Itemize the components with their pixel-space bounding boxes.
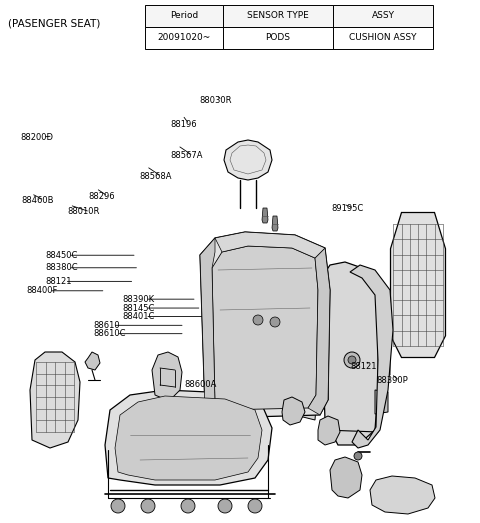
Polygon shape [272,216,278,231]
Polygon shape [370,476,435,514]
Polygon shape [215,232,325,258]
Bar [223,27,333,49]
Circle shape [253,315,263,325]
Polygon shape [224,140,272,180]
Text: SENSOR TYPE: SENSOR TYPE [247,12,309,20]
Text: 88400F: 88400F [26,286,58,295]
Text: 88200D: 88200D [20,132,53,142]
Bar [333,27,433,49]
Polygon shape [200,232,330,418]
Text: 88401C: 88401C [122,312,155,321]
Polygon shape [262,208,268,223]
Circle shape [344,352,360,368]
Polygon shape [320,262,380,445]
Text: 88610C: 88610C [94,329,126,338]
Text: 88121: 88121 [46,277,72,286]
Text: 88390P: 88390P [377,376,408,385]
Polygon shape [85,352,100,370]
Text: 20091020~: 20091020~ [157,33,211,42]
Text: 88121: 88121 [350,361,377,371]
Polygon shape [152,352,182,398]
Polygon shape [391,212,445,358]
Circle shape [181,499,195,513]
Polygon shape [212,246,318,410]
Text: 88296: 88296 [89,191,115,201]
Text: 89195C: 89195C [331,203,363,213]
Circle shape [141,499,155,513]
Polygon shape [350,265,393,448]
Text: 88380C: 88380C [46,263,78,272]
Text: 88390K: 88390K [122,294,155,304]
Circle shape [248,499,262,513]
Polygon shape [290,280,328,420]
Text: CUSHION ASSY: CUSHION ASSY [349,33,417,42]
Text: Period: Period [170,12,198,20]
Polygon shape [330,457,362,498]
Text: 88450C: 88450C [46,251,78,260]
Text: ASSY: ASSY [372,12,395,20]
Circle shape [111,499,125,513]
Text: (PASENGER SEAT): (PASENGER SEAT) [8,18,100,28]
Bar [223,5,333,27]
Text: PODS: PODS [265,33,290,42]
Text: 88030R: 88030R [199,96,232,105]
Text: 88196: 88196 [170,120,197,129]
Bar [145,5,223,27]
Polygon shape [282,397,305,425]
Text: 88460B: 88460B [22,196,54,205]
Polygon shape [30,352,80,448]
Circle shape [270,317,280,327]
Bar [333,5,433,27]
Text: 88010R: 88010R [67,207,99,217]
Text: 88568A: 88568A [139,172,172,181]
Polygon shape [105,390,272,485]
Text: 88145C: 88145C [122,303,155,313]
Polygon shape [378,350,390,378]
Text: 88600A: 88600A [185,380,217,389]
Polygon shape [318,416,340,445]
Text: 88567A: 88567A [170,151,203,161]
Polygon shape [200,238,215,418]
Bar [145,27,223,49]
Circle shape [348,356,356,364]
Circle shape [218,499,232,513]
Polygon shape [308,248,330,415]
Circle shape [354,452,362,460]
Text: 88610: 88610 [94,321,120,330]
Polygon shape [375,390,388,414]
Polygon shape [115,396,262,480]
